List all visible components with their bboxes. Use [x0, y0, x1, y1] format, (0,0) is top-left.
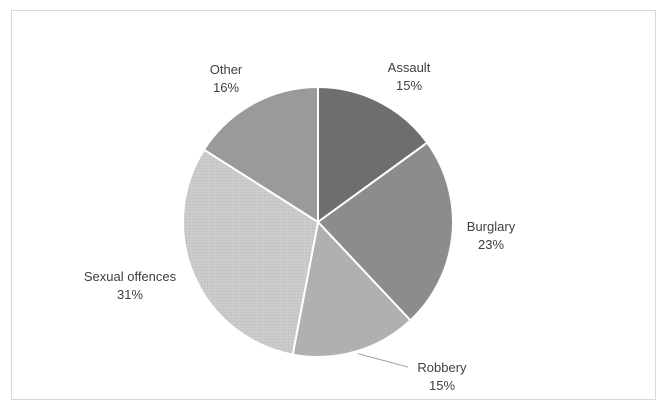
- slice-percent-label: 15%: [429, 378, 455, 393]
- slice-percent-label: 31%: [117, 287, 143, 302]
- slice-percent-label: 16%: [213, 80, 239, 95]
- slice-percent-label: 15%: [396, 78, 422, 93]
- slice-category-label: Robbery: [417, 360, 467, 375]
- slice-percent-label: 23%: [478, 237, 504, 252]
- slice-label-group-robbery: Robbery 15%: [417, 360, 467, 393]
- leader-lines: [357, 353, 409, 368]
- slice-category-label: Sexual offences: [84, 269, 177, 284]
- slice-category-label: Burglary: [467, 219, 516, 234]
- slice-label-group-other: Other 16%: [210, 62, 243, 95]
- slice-label-group-assault: Assault 15%: [388, 60, 431, 93]
- slice-label-group-burglary: Burglary 23%: [467, 219, 516, 252]
- pie-slice-burglary: [316, 141, 454, 322]
- pie-slice-robbery: [291, 219, 412, 358]
- slice-category-label: Other: [210, 62, 243, 77]
- slice-category-label: Assault: [388, 60, 431, 75]
- pie-slice-assault: [317, 85, 429, 224]
- pie-slice-other: [202, 85, 319, 224]
- slice-label-group-sexual-offences: Sexual offences 31%: [84, 269, 177, 302]
- slice-labels: Assault 15% Burglary 23% Robbery 15% Sexual of…: [84, 60, 516, 393]
- leader-line-robbery: [357, 353, 409, 368]
- pie-slices: [182, 85, 454, 358]
